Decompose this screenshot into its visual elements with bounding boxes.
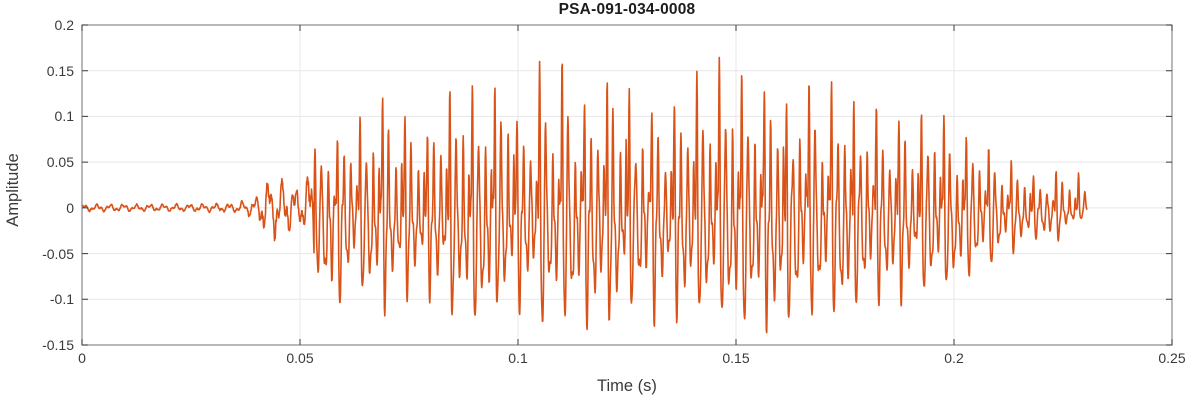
y-tick-label: -0.15 (42, 337, 74, 353)
y-tick-label: 0 (66, 199, 74, 216)
y-tick-label: -0.05 (42, 245, 74, 262)
y-tick-label: 0.2 (54, 17, 74, 33)
x-tick-label: 0.05 (286, 350, 314, 366)
x-tick-label: 0.25 (1158, 350, 1186, 366)
y-tick-label: 0.05 (46, 154, 74, 171)
x-tick-label: 0 (78, 350, 86, 366)
y-tick-label: -0.1 (49, 291, 74, 308)
x-tick-label: 0.15 (722, 350, 750, 366)
x-tick-label: 0.1 (508, 350, 528, 366)
chart-title: PSA-091-034-0008 (558, 1, 696, 18)
waveform-line (81, 56, 1088, 334)
axes-box (81, 24, 1173, 346)
x-tick-label: 0.2 (944, 350, 964, 366)
x-axis-label: Time (s) (597, 377, 657, 395)
y-tick-label: 0.1 (54, 108, 74, 125)
y-tick-label: 0.15 (46, 62, 74, 79)
